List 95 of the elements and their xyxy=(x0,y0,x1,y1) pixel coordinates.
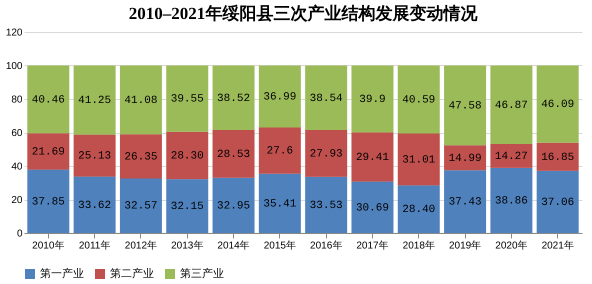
y-tick-label: 0 xyxy=(16,228,23,240)
y-tick-label: 60 xyxy=(11,128,23,139)
bar xyxy=(27,133,70,170)
bar xyxy=(166,66,208,132)
bar xyxy=(305,176,348,233)
data-label: 21.69 xyxy=(32,146,65,158)
x-tick-label: 2017年 xyxy=(356,240,389,252)
x-tick-label: 2021年 xyxy=(542,240,574,252)
data-label: 41.08 xyxy=(124,94,158,107)
bar xyxy=(351,182,394,233)
x-tick-label: 2019年 xyxy=(448,240,482,252)
y-tick-label: 100 xyxy=(6,61,23,72)
x-tick-label: 2018年 xyxy=(402,240,435,252)
y-tick-label: 120 xyxy=(6,28,23,38)
bar xyxy=(120,178,162,233)
bar xyxy=(398,66,440,134)
x-tick-label: 2010年 xyxy=(32,240,64,252)
data-label: 37.06 xyxy=(541,196,574,209)
bar xyxy=(444,66,486,146)
x-tick-label: 2011年 xyxy=(78,240,110,252)
bar xyxy=(305,66,348,130)
bar xyxy=(166,179,208,233)
data-label: 14.99 xyxy=(448,152,482,165)
bar xyxy=(490,66,532,144)
data-label: 40.59 xyxy=(402,94,436,106)
bar xyxy=(258,174,301,233)
data-label: 46.87 xyxy=(494,100,528,112)
y-tick-label: 20 xyxy=(11,195,23,206)
data-label: 39.55 xyxy=(170,94,204,106)
data-label: 37.43 xyxy=(448,196,482,209)
data-label: 25.13 xyxy=(78,150,112,163)
bar xyxy=(351,66,394,132)
legend-label: 第一产业 xyxy=(40,267,84,280)
data-label: 33.62 xyxy=(78,200,112,212)
data-label: 46.09 xyxy=(541,99,574,112)
y-tick-label: 80 xyxy=(11,94,23,106)
x-tick-label: 2012年 xyxy=(124,240,158,252)
x-tick-label: 2015年 xyxy=(264,240,296,252)
bar xyxy=(212,130,255,178)
data-label: 27.93 xyxy=(310,148,343,160)
bar xyxy=(74,66,116,135)
chart-title: 2010–2021年绥阳县三次产业结构发展变动情况 xyxy=(128,4,478,23)
data-label: 33.53 xyxy=(310,200,343,212)
bar xyxy=(120,134,162,178)
data-label: 32.95 xyxy=(217,200,250,212)
bar xyxy=(258,66,301,128)
data-label: 28.53 xyxy=(217,148,250,161)
data-label: 38.86 xyxy=(494,195,528,208)
bar xyxy=(490,168,532,233)
data-label: 39.9 xyxy=(359,94,386,106)
bar xyxy=(351,132,394,182)
bar xyxy=(444,145,486,170)
bar xyxy=(27,170,70,233)
data-label: 27.6 xyxy=(266,146,294,158)
x-tick-label: 2014年 xyxy=(217,240,250,252)
data-label: 16.85 xyxy=(541,152,574,164)
data-label: 28.30 xyxy=(170,150,204,162)
bar xyxy=(120,66,162,134)
bar xyxy=(536,66,579,143)
data-label: 32.15 xyxy=(170,201,204,214)
bar xyxy=(74,134,116,177)
bar xyxy=(490,144,532,168)
bar xyxy=(166,132,208,180)
data-label: 35.41 xyxy=(263,198,297,210)
data-label: 31.01 xyxy=(402,154,436,166)
bar xyxy=(258,127,301,174)
data-label: 47.58 xyxy=(448,100,482,112)
data-label: 38.52 xyxy=(217,92,250,105)
y-tick-label: 40 xyxy=(11,162,23,172)
bar xyxy=(212,66,255,130)
bar xyxy=(212,178,255,233)
data-label: 40.46 xyxy=(32,94,65,106)
data-label: 37.85 xyxy=(32,196,65,208)
x-tick-label: 2013年 xyxy=(171,240,204,252)
bar xyxy=(444,170,486,233)
x-tick-label: 2016年 xyxy=(310,240,342,252)
data-label: 32.57 xyxy=(124,200,158,213)
data-label: 30.69 xyxy=(356,202,389,214)
bar xyxy=(536,142,579,171)
bar xyxy=(27,66,70,134)
data-label: 26.35 xyxy=(124,151,158,164)
bar xyxy=(74,176,116,233)
bar xyxy=(398,133,440,186)
data-label: 38.54 xyxy=(310,92,344,105)
data-label: 41.25 xyxy=(78,95,112,108)
data-label: 36.99 xyxy=(263,91,296,104)
data-label: 28.40 xyxy=(402,204,436,216)
x-tick-label: 2020年 xyxy=(495,240,528,252)
legend-label: 第二产业 xyxy=(110,267,154,280)
data-label: 14.27 xyxy=(494,150,528,163)
legend-label: 第三产业 xyxy=(180,267,224,280)
bar xyxy=(536,170,579,233)
data-label: 29.41 xyxy=(356,152,390,164)
bar xyxy=(305,130,348,177)
bar xyxy=(398,185,440,233)
